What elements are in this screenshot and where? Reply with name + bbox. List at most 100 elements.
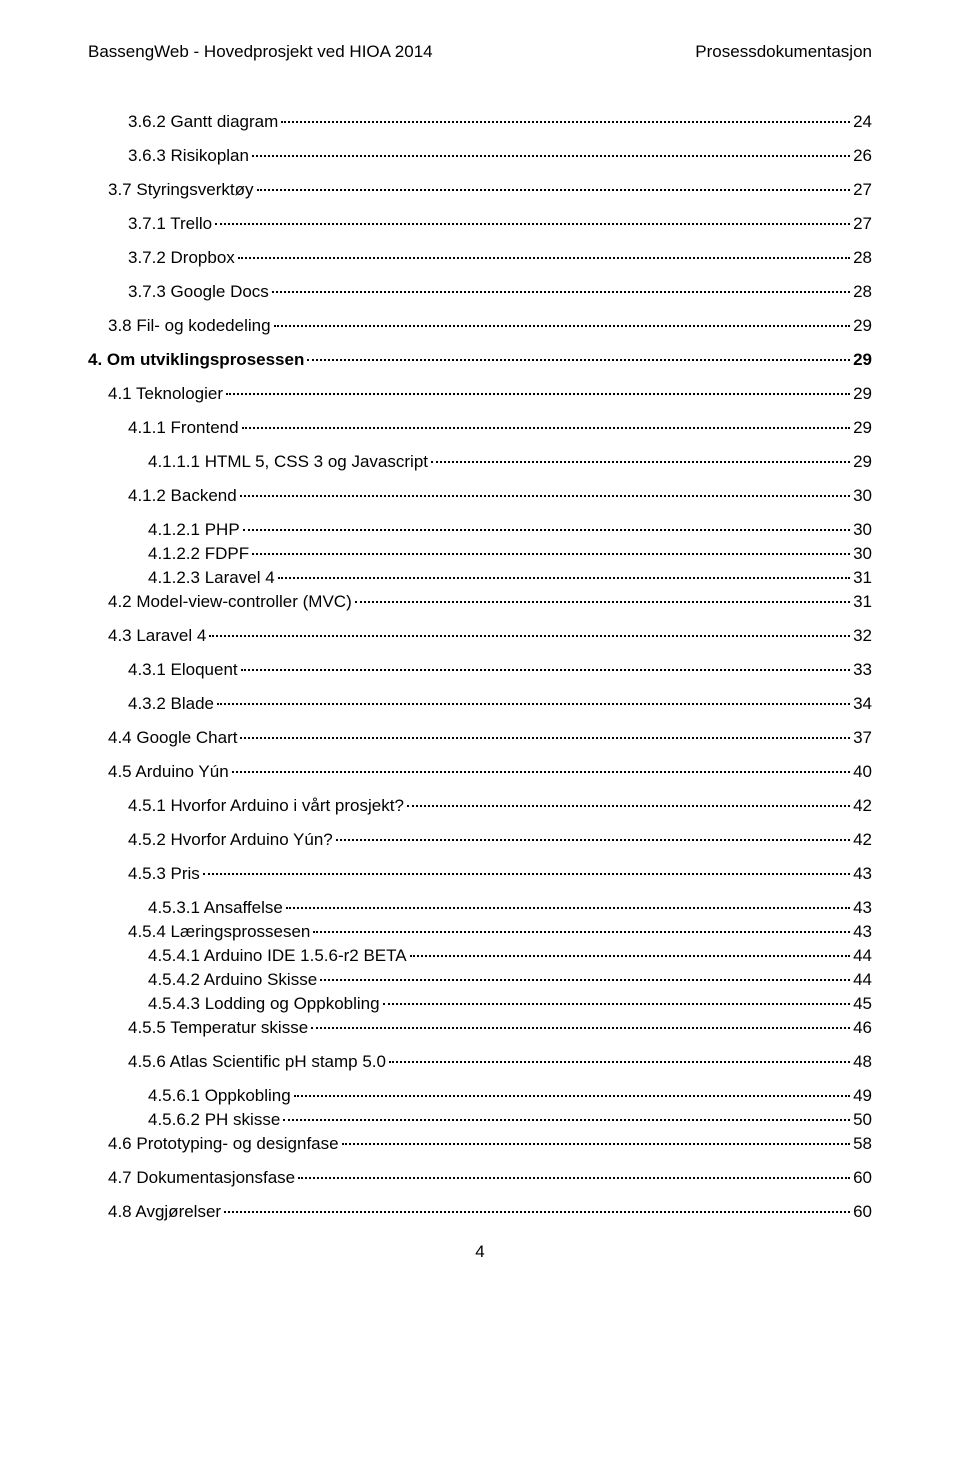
toc-entry: 3.7 Styringsverktøy 27 [88,180,872,200]
toc-dots [242,427,851,429]
toc-page: 29 [853,418,872,438]
toc-entry: 4. Om utviklingsprosessen 29 [88,350,872,370]
toc-page: 28 [853,248,872,268]
toc-entry: 4.5.4.2 Arduino Skisse 44 [88,970,872,990]
toc-page: 37 [853,728,872,748]
toc-label: 4.2 Model-view-controller (MVC) [108,592,352,612]
toc-dots [226,393,850,395]
toc-page: 27 [853,180,872,200]
toc-label: 4.1.2.3 Laravel 4 [148,568,275,588]
toc-page: 27 [853,214,872,234]
toc-entry: 4.5.3.1 Ansaffelse 43 [88,898,872,918]
toc-label: 4.1.1 Frontend [128,418,239,438]
toc-label: 3.6.2 Gantt diagram [128,112,278,132]
toc-dots [342,1143,850,1145]
toc-page: 26 [853,146,872,166]
toc-dots [243,529,850,531]
toc-entry: 4.4 Google Chart 37 [88,728,872,748]
toc-page: 43 [853,922,872,942]
toc-entry: 4.1.2 Backend 30 [88,486,872,506]
toc-page: 29 [853,350,872,370]
toc-dots [383,1003,851,1005]
toc-dots [313,931,850,933]
toc-page: 28 [853,282,872,302]
toc-page: 42 [853,796,872,816]
toc-entry: 4.5.6 Atlas Scientific pH stamp 5.0 48 [88,1052,872,1072]
toc-dots [203,873,850,875]
toc-dots [232,771,850,773]
toc-page: 60 [853,1202,872,1222]
toc-label: 4.1.1.1 HTML 5, CSS 3 og Javascript [148,452,428,472]
toc-entry: 4.7 Dokumentasjonsfase 60 [88,1168,872,1188]
toc-entry: 4.5.1 Hvorfor Arduino i vårt prosjekt? 4… [88,796,872,816]
toc-page: 44 [853,946,872,966]
header-left: BassengWeb - Hovedprosjekt ved HIOA 2014 [88,42,433,62]
header-right: Prosessdokumentasjon [695,42,872,62]
toc-dots [298,1177,850,1179]
toc-entry: 4.5.4 Læringsprossesen 43 [88,922,872,942]
toc-entry: 4.5.6.1 Oppkobling 49 [88,1086,872,1106]
toc-label: 4.5.5 Temperatur skisse [128,1018,308,1038]
toc-entry: 4.5.5 Temperatur skisse 46 [88,1018,872,1038]
toc-entry: 4.5.4.1 Arduino IDE 1.5.6-r2 BETA 44 [88,946,872,966]
toc-label: 4.5.6.1 Oppkobling [148,1086,291,1106]
toc-label: 4.1 Teknologier [108,384,223,404]
toc-dots [407,805,850,807]
toc-entry: 4.1 Teknologier 29 [88,384,872,404]
page-header: BassengWeb - Hovedprosjekt ved HIOA 2014… [88,42,872,62]
toc-page: 29 [853,452,872,472]
toc-page: 60 [853,1168,872,1188]
toc-entry: 4.3 Laravel 4 32 [88,626,872,646]
toc-label: 3.6.3 Risikoplan [128,146,249,166]
toc-dots [240,495,850,497]
toc-page: 31 [853,592,872,612]
toc-dots [217,703,850,705]
toc-label: 4.5.2 Hvorfor Arduino Yún? [128,830,333,850]
toc-label: 3.8 Fil- og kodedeling [108,316,271,336]
toc-dots [274,325,851,327]
toc-label: 4.5.4.3 Lodding og Oppkobling [148,994,380,1014]
toc-entry: 4.5 Arduino Yún 40 [88,762,872,782]
toc-label: 3.7.3 Google Docs [128,282,269,302]
toc-page: 45 [853,994,872,1014]
toc-label: 4.3 Laravel 4 [108,626,206,646]
toc-label: 4.5.4.1 Arduino IDE 1.5.6-r2 BETA [148,946,407,966]
toc-dots [252,155,850,157]
toc-entry: 3.6.3 Risikoplan 26 [88,146,872,166]
toc-label: 4.6 Prototyping- og designfase [108,1134,339,1154]
toc-label: 4. Om utviklingsprosessen [88,350,304,370]
toc-dots [278,577,850,579]
toc-dots [238,257,850,259]
toc-page: 30 [853,520,872,540]
toc-entry: 4.6 Prototyping- og designfase 58 [88,1134,872,1154]
toc-page: 29 [853,316,872,336]
toc-entry: 3.7.2 Dropbox 28 [88,248,872,268]
toc-label: 3.7.2 Dropbox [128,248,235,268]
toc-entry: 3.7.1 Trello 27 [88,214,872,234]
toc-dots [209,635,850,637]
toc-entry: 4.3.2 Blade 34 [88,694,872,714]
toc-page: 50 [853,1110,872,1130]
toc-page: 34 [853,694,872,714]
toc-label: 4.5.4.2 Arduino Skisse [148,970,317,990]
toc-label: 3.7 Styringsverktøy [108,180,254,200]
toc-label: 4.1.2.2 FDPF [148,544,249,564]
toc-entry: 3.8 Fil- og kodedeling 29 [88,316,872,336]
toc-page: 33 [853,660,872,680]
toc-label: 4.4 Google Chart [108,728,237,748]
toc-label: 4.7 Dokumentasjonsfase [108,1168,295,1188]
toc-label: 4.3.2 Blade [128,694,214,714]
page-footer: 4 [88,1242,872,1262]
toc-label: 4.1.2 Backend [128,486,237,506]
toc-entry: 4.3.1 Eloquent 33 [88,660,872,680]
toc-label: 4.5.6.2 PH skisse [148,1110,280,1130]
toc-page: 49 [853,1086,872,1106]
toc-dots [355,601,850,603]
toc-label: 4.1.2.1 PHP [148,520,240,540]
toc-page: 29 [853,384,872,404]
toc-dots [286,907,850,909]
toc-entry: 4.1.1.1 HTML 5, CSS 3 og Javascript 29 [88,452,872,472]
toc-dots [410,955,850,957]
toc-page: 43 [853,864,872,884]
page-number: 4 [475,1242,484,1261]
